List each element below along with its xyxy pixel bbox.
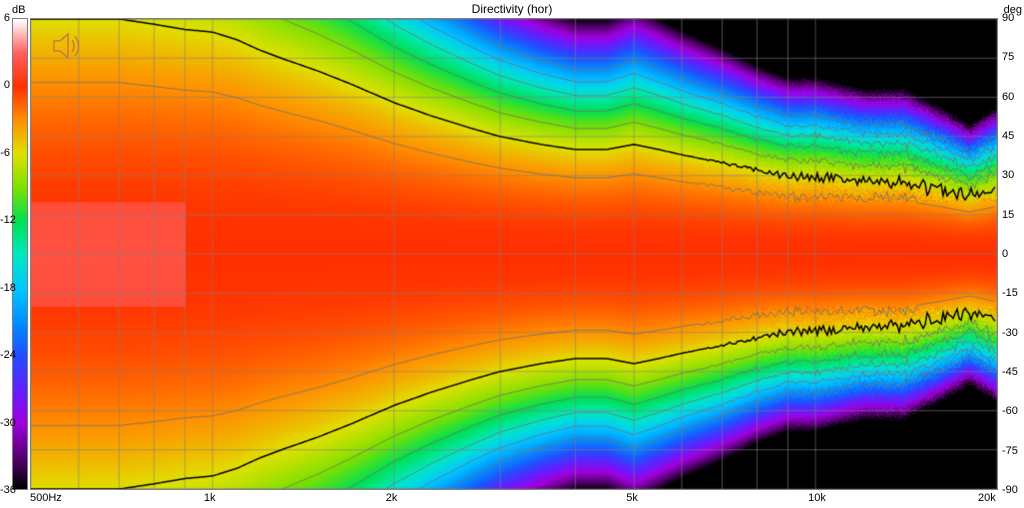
y-tick-label: -30	[1002, 327, 1018, 339]
y-tick-label: -90	[1002, 484, 1018, 496]
colorbar-tick-label: -6	[0, 147, 10, 159]
y-tick-label: 0	[1002, 248, 1008, 260]
x-tick-label: 10k	[808, 492, 826, 504]
y-tick-label: 60	[1002, 91, 1014, 103]
y-tick-label: 45	[1002, 130, 1014, 142]
x-tick-label: 500Hz	[30, 492, 62, 504]
colorbar-tick-label: 6	[0, 12, 10, 24]
y-tick-label: 30	[1002, 169, 1014, 181]
colorbar-tick-label: 0	[0, 79, 10, 91]
y-tick-label: 15	[1002, 209, 1014, 221]
heatmap-plot	[30, 18, 998, 490]
colorbar-tick-label: -12	[0, 214, 10, 226]
y-tick-label: 90	[1002, 12, 1014, 24]
y-tick-label: -45	[1002, 366, 1018, 378]
speaker-icon	[50, 30, 82, 62]
chart-container: { "chart": { "type": "heatmap", "title":…	[0, 0, 1024, 508]
x-tick-label: 2k	[386, 492, 398, 504]
x-tick-label: 1k	[204, 492, 216, 504]
colorbar-tick-label: -36	[0, 484, 10, 496]
heatmap-canvas	[31, 19, 997, 489]
x-tick-label: 5k	[626, 492, 638, 504]
y-tick-label: -15	[1002, 287, 1018, 299]
colorbar-unit-label: dB	[12, 4, 25, 16]
colorbar-tick-label: -30	[0, 417, 10, 429]
x-tick-label: 20k	[978, 492, 996, 504]
y-tick-label: 75	[1002, 51, 1014, 63]
colorbar-tick-label: -24	[0, 349, 10, 361]
colorbar-tick-label: -18	[0, 282, 10, 294]
y-tick-label: -60	[1002, 405, 1018, 417]
chart-title: Directivity (hor)	[0, 2, 1024, 16]
y-tick-label: -75	[1002, 445, 1018, 457]
